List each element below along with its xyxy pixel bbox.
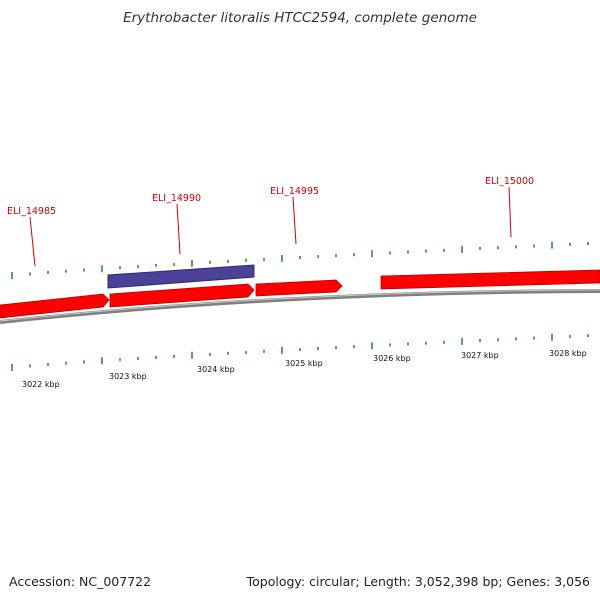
tick-label: 3025 kbp: [285, 359, 323, 368]
tick-label: 3027 kbp: [461, 351, 499, 360]
gene-arrow-eli-14995[interactable]: [255, 279, 343, 297]
gene-label-eli-14995[interactable]: ELI_14995: [270, 186, 319, 197]
label-line-eli-15000: [508, 186, 512, 238]
gene-label-eli-14985[interactable]: ELI_14985: [7, 206, 56, 217]
tick-label: 3024 kbp: [197, 365, 235, 374]
genome-backbone: [0, 289, 600, 324]
gene-label-eli-15000[interactable]: ELI_15000: [485, 176, 534, 187]
upper-tick-marks: [11, 241, 589, 280]
tick-label: 3022 kbp: [22, 380, 60, 389]
topology-summary: Topology: circular; Length: 3,052,398 bp…: [246, 574, 590, 589]
map-title: Erythrobacter litoralis HTCC2594, comple…: [123, 10, 477, 26]
tick-label: 3026 kbp: [373, 354, 411, 363]
label-line-eli-14995: [292, 196, 297, 245]
tick-label: 3028 kbp: [549, 349, 587, 358]
label-line-eli-14990: [176, 203, 181, 255]
accession-text: Accession: NC_007722: [9, 574, 152, 589]
gene-arrow-eli-14985[interactable]: [0, 293, 110, 319]
lower-tick-marks: [11, 333, 589, 372]
gene-arrow-eli-15000[interactable]: [380, 269, 600, 290]
genome-backbone-highlight: [0, 289, 600, 322]
gene-arrow-eli-14990[interactable]: [109, 283, 255, 308]
gene-label-eli-14990[interactable]: ELI_14990: [152, 193, 201, 204]
label-line-eli-14985: [29, 216, 36, 267]
tick-label: 3023 kbp: [109, 372, 147, 381]
feature-bar[interactable]: [107, 264, 255, 289]
